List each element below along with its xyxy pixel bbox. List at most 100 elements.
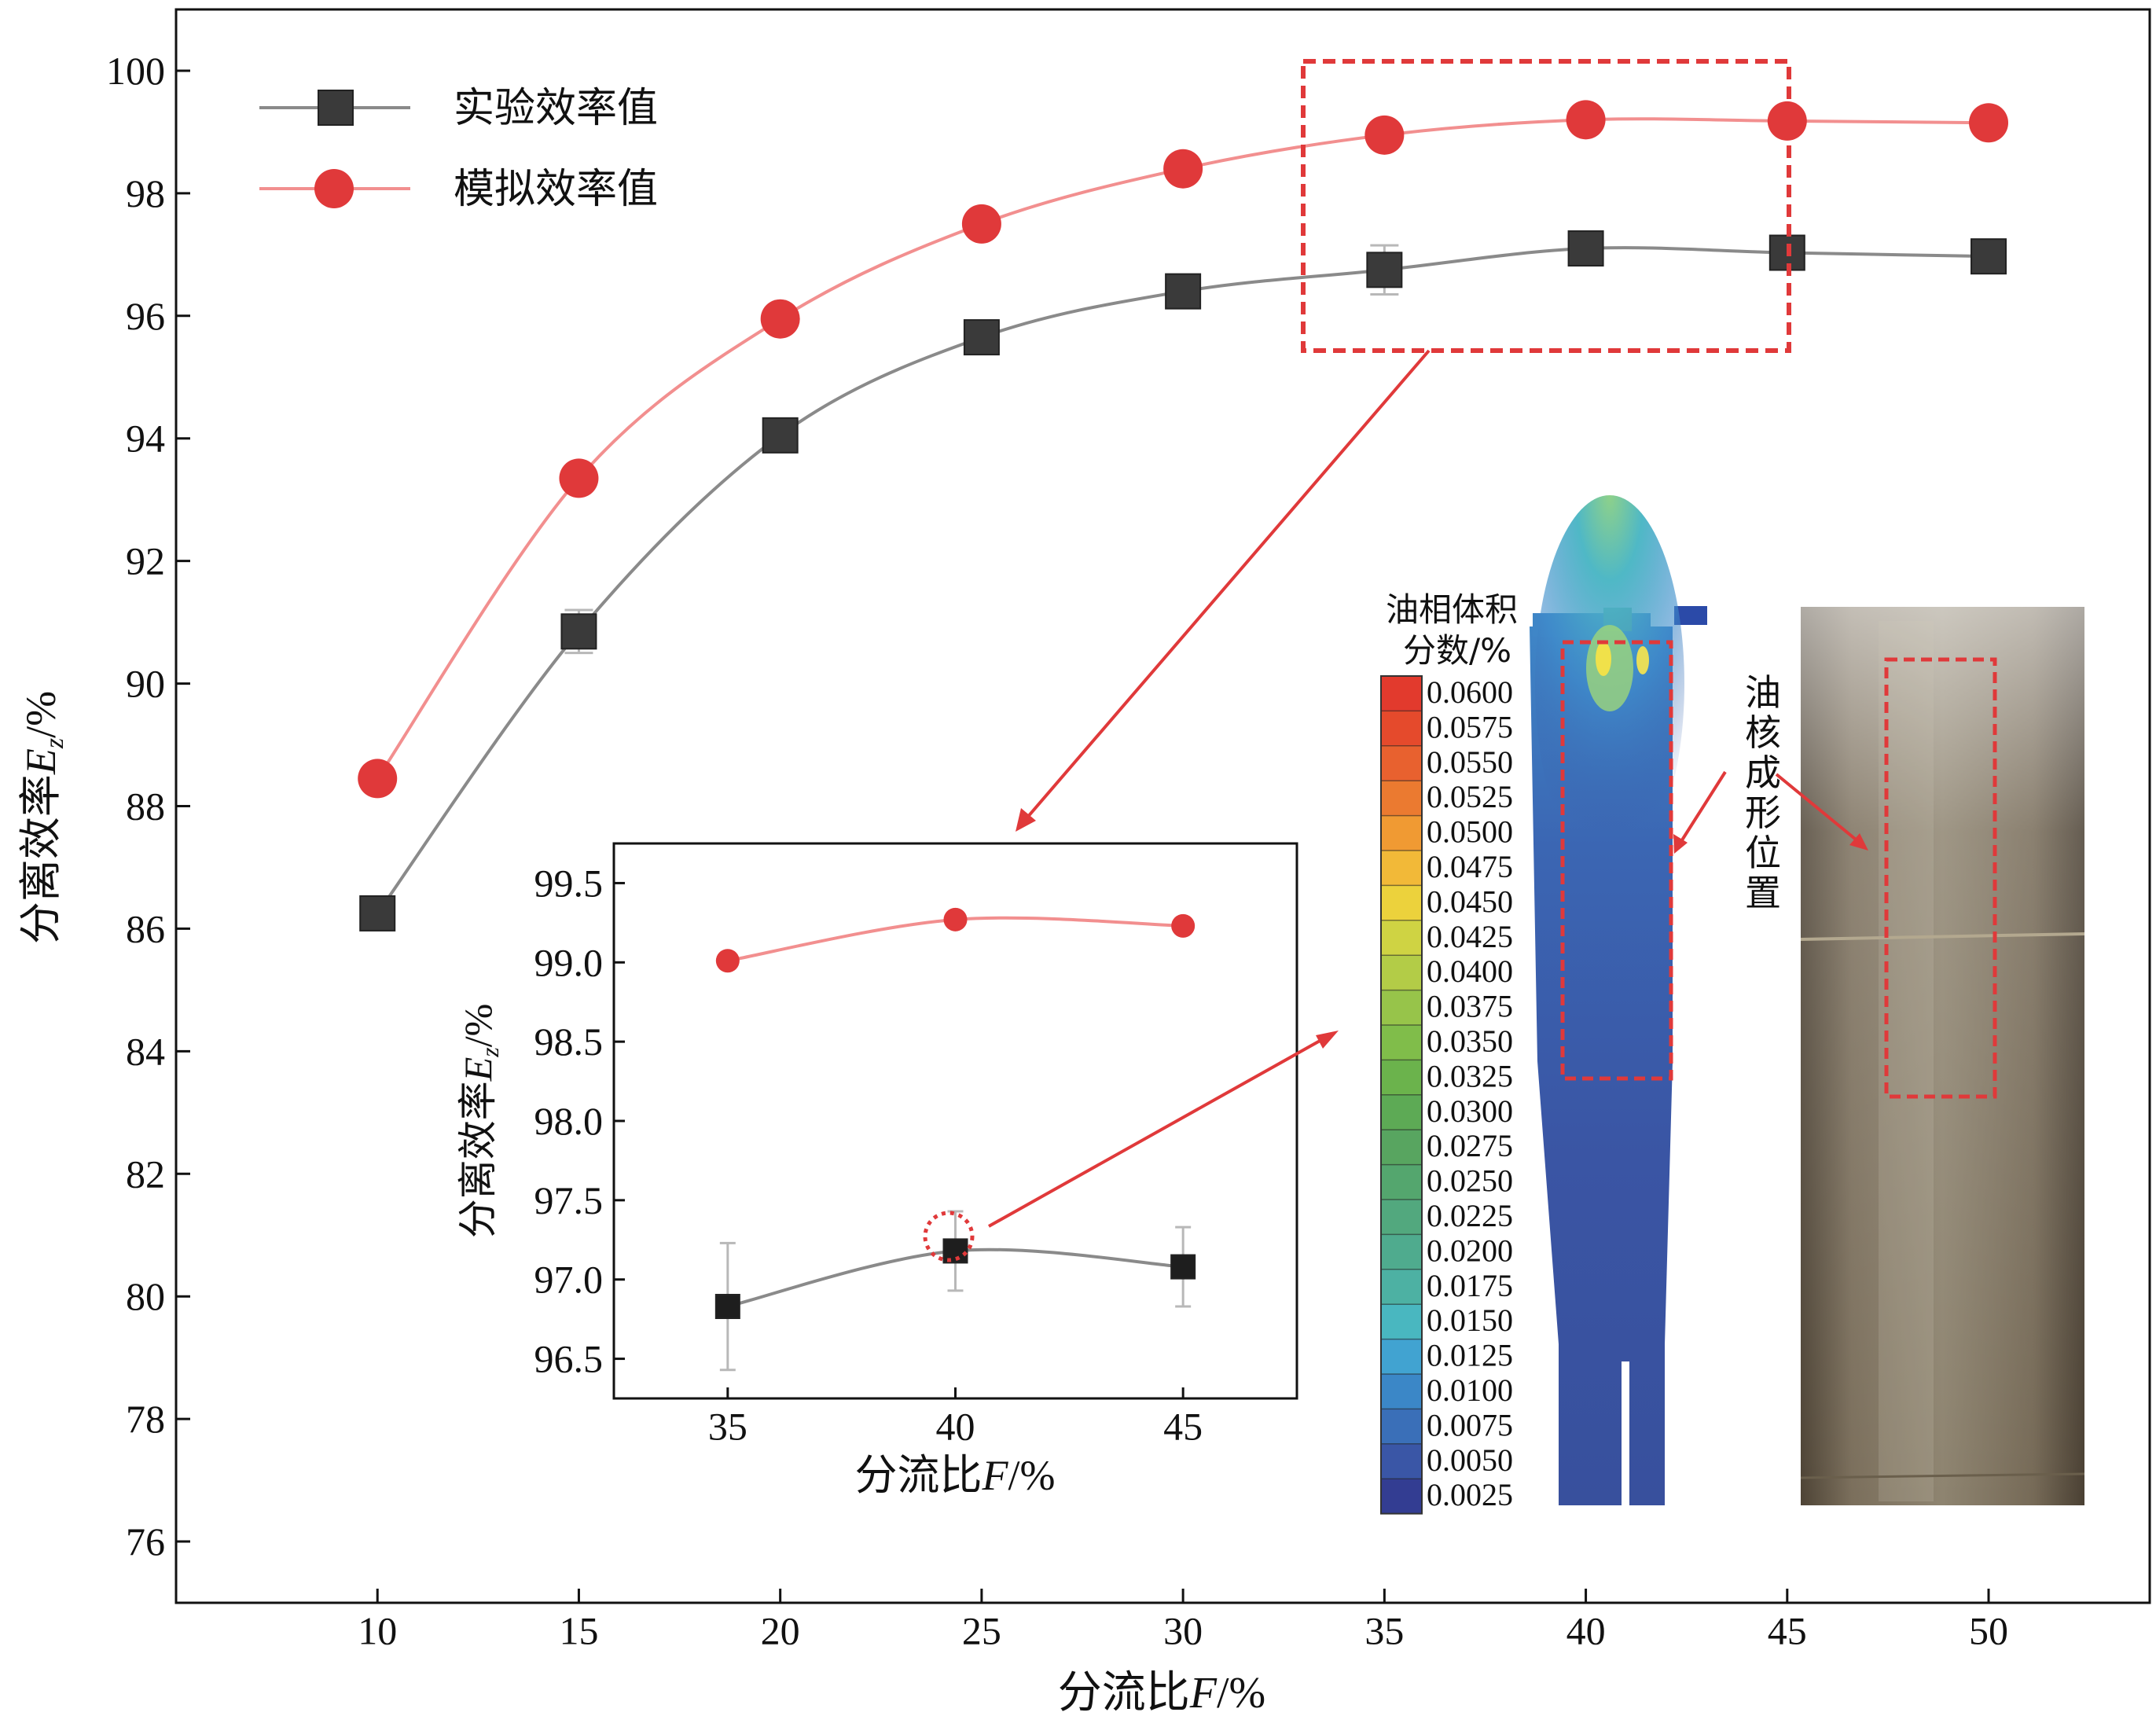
inset-y-axis-label: 分离效率Ez/% [455, 1004, 504, 1239]
colorbar-level-label: 0.0075 [1427, 1407, 1513, 1442]
main-series-points [358, 100, 2009, 931]
experiment-photo [1775, 607, 2085, 1505]
data-point-experiment [1165, 273, 1202, 310]
y-tick-label: 98 [126, 171, 165, 215]
colorbar-level-label: 0.0225 [1427, 1198, 1513, 1233]
zoom-highlight-box [1301, 59, 1791, 353]
colorbar-level-label: 0.0475 [1427, 849, 1513, 884]
data-point-experiment [714, 1294, 740, 1320]
colorbar-level-label: 0.0500 [1427, 814, 1513, 850]
colorbar-cell [1381, 781, 1422, 817]
colorbar-cell [1381, 1130, 1422, 1166]
colorbar-cell [1381, 1409, 1422, 1445]
data-point-simulation [1767, 101, 1807, 141]
main-y-label-symbol: E [17, 748, 64, 775]
data-point-simulation [1171, 913, 1196, 938]
colorbar-level-label: 0.0575 [1427, 709, 1513, 744]
main-y-label-text: 分离效率 [16, 774, 65, 944]
y-tick-label: 96.5 [534, 1337, 604, 1381]
colorbar-cell [1381, 815, 1422, 851]
inset-y-label-text: 分离效率 [455, 1081, 501, 1238]
main-y-label-subscript: z [40, 738, 69, 749]
data-point-experiment [1366, 252, 1403, 288]
colorbar-level-label: 0.0100 [1427, 1372, 1513, 1408]
colorbar-cell [1381, 745, 1422, 781]
data-point-experiment [359, 895, 396, 931]
colorbar-level-label: 0.0375 [1427, 989, 1513, 1024]
colorbar-level-label: 0.0200 [1427, 1233, 1513, 1268]
data-point-experiment [1170, 1254, 1196, 1280]
data-point-experiment [1971, 238, 2007, 275]
legend-marker-experiment [318, 90, 354, 126]
y-tick-label: 84 [126, 1029, 165, 1073]
main-x-label-symbol: F [1189, 1669, 1218, 1718]
zoom-arrow-line [1020, 349, 1431, 825]
colorbar-cell [1381, 1234, 1422, 1270]
colorbar-cell [1381, 1304, 1422, 1340]
main-x-axis-label: 分流比F/% [1058, 1667, 1265, 1718]
colorbar-level-label: 0.0275 [1427, 1128, 1513, 1163]
photo-glare [1801, 607, 2084, 1505]
colorbar-cell [1381, 990, 1422, 1026]
inset-arrow-line [988, 1034, 1329, 1228]
inset-y-axis-ticks: 96.5 97.0 97.5 98.0 98.5 99.0 99.5 [534, 861, 625, 1381]
inset-highlight-ring [923, 1211, 975, 1262]
main-x-label-text: 分流比 [1058, 1667, 1190, 1718]
y-tick-label: 90 [126, 662, 165, 706]
legend-marker-simulation [314, 169, 354, 208]
x-tick-label: 25 [962, 1609, 1001, 1653]
x-tick-label: 50 [1969, 1609, 2008, 1653]
y-tick-label: 76 [126, 1519, 165, 1563]
colorbar-level-label: 0.0175 [1427, 1268, 1513, 1303]
y-tick-label: 94 [126, 417, 165, 461]
y-tick-label: 99.0 [534, 940, 604, 984]
colorbar-cell [1381, 955, 1422, 991]
inset-x-axis-label: 分流比F/% [855, 1450, 1056, 1500]
main-y-label-unit: /% [17, 691, 64, 738]
colorbar-cell [1381, 851, 1422, 886]
colorbar-level-label: 0.0400 [1427, 954, 1513, 989]
colorbar-level-label: 0.0025 [1427, 1477, 1513, 1512]
y-tick-label: 98.5 [534, 1020, 604, 1064]
data-point-experiment [942, 1238, 968, 1264]
series-line-simulation [376, 117, 1989, 780]
colorbar-level-label: 0.0550 [1427, 744, 1513, 780]
colorbar-title-line1: 油相体积 [1386, 590, 1518, 629]
colorbar-level-label: 0.0425 [1427, 919, 1513, 954]
oil-core-label-char: 油 [1745, 671, 1781, 714]
inset-x-label-symbol: F [982, 1452, 1009, 1499]
colorbar-cell [1381, 1339, 1422, 1375]
colorbar-cell [1381, 885, 1422, 921]
cfd-arrow-line [1677, 770, 1727, 847]
x-tick-label: 45 [1163, 1405, 1203, 1449]
data-point-simulation [1364, 115, 1405, 155]
photo-arrow-line [1775, 773, 1861, 844]
colorbar-cell [1381, 1060, 1422, 1096]
y-tick-label: 78 [126, 1397, 165, 1441]
data-point-experiment [762, 417, 799, 454]
series-line-experiment [376, 246, 1989, 915]
x-tick-label: 30 [1163, 1609, 1203, 1653]
cfd-contour-image [1530, 495, 1727, 1505]
data-point-simulation [760, 299, 800, 339]
photo-reflection [1879, 621, 1934, 1501]
colorbar-level-label: 0.0525 [1427, 779, 1513, 814]
cfd-plume-hot [1596, 641, 1611, 676]
inset-x-label-unit: /% [1008, 1452, 1056, 1499]
cfd-arrow-head [1673, 834, 1688, 854]
colorbar-level-label: 0.0600 [1427, 674, 1513, 710]
oil-core-label-char: 置 [1745, 872, 1781, 914]
data-point-simulation [943, 907, 968, 931]
main-x-axis-ticks: 10 15 20 25 30 35 40 45 50 [358, 1589, 2008, 1653]
cfd-oil-core-box [1560, 640, 1673, 1081]
colorbar-cell [1381, 1443, 1422, 1479]
x-tick-label: 35 [1364, 1609, 1404, 1653]
inset-chart: 96.5 97.0 97.5 98.0 98.5 99.0 99.5 35 40 45 分离效率… [455, 842, 1339, 1500]
oil-core-label-char: 位 [1745, 832, 1781, 874]
data-point-experiment [560, 613, 597, 650]
y-tick-label: 82 [126, 1152, 165, 1196]
inset-y-label-unit: /% [456, 1004, 500, 1048]
inset-arrow-head [1316, 1031, 1339, 1049]
